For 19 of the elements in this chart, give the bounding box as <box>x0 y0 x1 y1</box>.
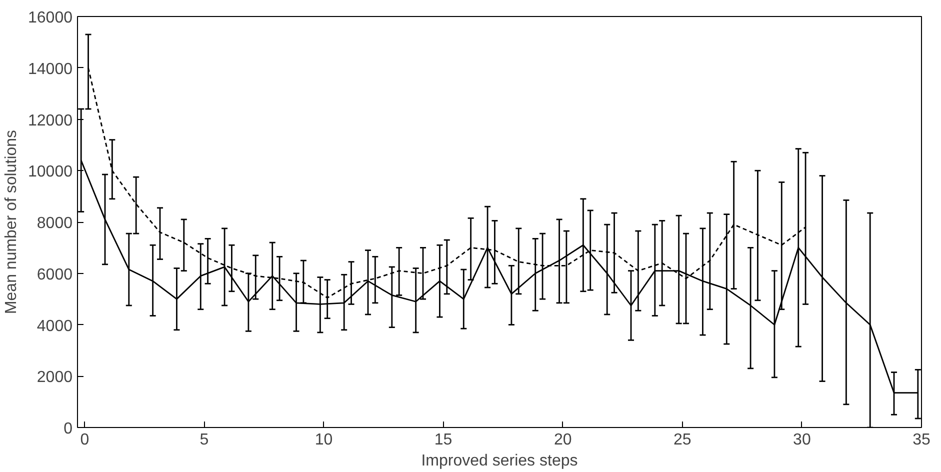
y-tick-label: 10000 <box>28 164 73 181</box>
x-tick-label: 10 <box>314 432 333 448</box>
y-axis-title: Mean number of solutions <box>3 130 20 314</box>
y-tick-label: 4000 <box>36 318 73 335</box>
x-tick-label: 35 <box>912 432 930 448</box>
y-tick-label: 12000 <box>28 112 73 130</box>
y-tick-label: 0 <box>64 420 73 438</box>
x-tick-label: 15 <box>434 432 452 448</box>
y-tick-label: 8000 <box>36 215 73 232</box>
y-tick-label: 16000 <box>28 10 73 26</box>
y-tick-label: 14000 <box>28 60 73 78</box>
y-tick-label: 6000 <box>36 266 73 284</box>
x-axis-title: Improved series steps <box>421 452 578 470</box>
x-tick-label: 25 <box>674 432 692 448</box>
x-tick-label: 20 <box>554 432 572 448</box>
x-tick-label: 30 <box>793 432 811 448</box>
y-tick-label: 2000 <box>36 369 73 386</box>
x-tick-label: 5 <box>200 432 209 448</box>
x-tick-label: 0 <box>80 432 90 448</box>
